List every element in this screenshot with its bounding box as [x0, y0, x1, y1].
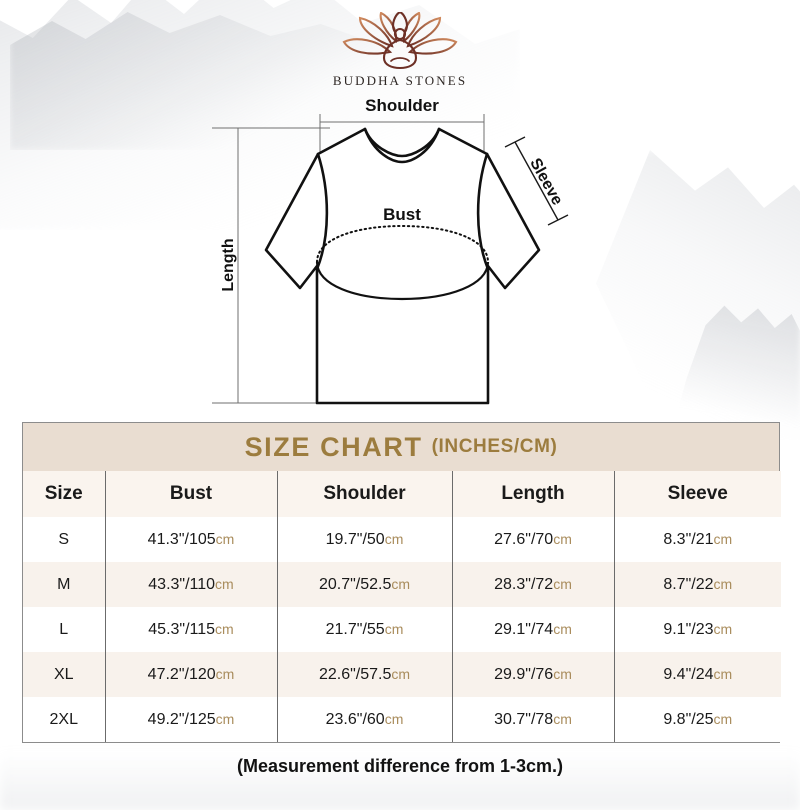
- unit: cm: [713, 710, 733, 727]
- column-header-size: Size: [23, 471, 105, 517]
- unit: cm: [713, 530, 733, 547]
- cell-bust: 49.2"/125cm: [104, 697, 277, 742]
- value: 23.6"/60: [325, 710, 385, 728]
- unit: cm: [553, 710, 572, 727]
- value: 8.7"/22: [663, 575, 714, 593]
- cell-shoulder: 22.6"/57.5cm: [276, 652, 452, 697]
- cell-length: 29.1"/74cm: [451, 607, 614, 652]
- cell-size: L: [23, 607, 105, 652]
- cell-size: XL: [23, 652, 105, 697]
- size-chart-table-container: SIZE CHART (INCHES/CM) Size Bust Shoulde…: [22, 422, 781, 743]
- column-header-length: Length: [451, 471, 614, 517]
- cell-bust: 43.3"/110cm: [104, 562, 277, 607]
- value: 49.2"/125: [147, 710, 216, 728]
- table-row: S 41.3"/105cm 19.7"/50cm 27.6"/70cm 8.3"…: [23, 517, 781, 562]
- cell-sleeve: 8.3"/21cm: [613, 517, 781, 562]
- cell-shoulder: 19.7"/50cm: [276, 517, 452, 562]
- value: 9.8"/25: [663, 710, 714, 728]
- size-chart-table: Size Bust Shoulder Length Sleeve S 41.3"…: [23, 471, 781, 742]
- unit: cm: [384, 530, 404, 547]
- value: 27.6"/70: [494, 530, 554, 548]
- unit: cm: [384, 710, 404, 727]
- value: 30.7"/78: [494, 710, 554, 728]
- cell-sleeve: 9.1"/23cm: [613, 607, 781, 652]
- unit: cm: [215, 710, 235, 727]
- lotus-meditation-icon: [342, 12, 458, 70]
- measurement-note: (Measurement difference from 1-3cm.): [236, 756, 564, 776]
- tshirt-outline: [264, 127, 541, 405]
- column-header-sleeve: Sleeve: [613, 471, 781, 517]
- value: 28.3"/72: [494, 575, 554, 593]
- value: 47.2"/120: [147, 665, 216, 683]
- unit: cm: [391, 665, 411, 682]
- table-row: M 43.3"/110cm 20.7"/52.5cm 28.3"/72cm 8.…: [23, 562, 781, 607]
- tshirt-measurement-diagram: Shoulder Sleeve Bust Length: [0, 92, 800, 418]
- unit: cm: [215, 665, 235, 682]
- unit: cm: [713, 665, 733, 682]
- value: 45.3"/115: [148, 620, 216, 638]
- value: 19.7"/50: [325, 530, 385, 548]
- length-label: Length: [220, 238, 237, 291]
- cell-sleeve: 9.8"/25cm: [613, 697, 781, 742]
- cell-sleeve: 9.4"/24cm: [613, 652, 781, 697]
- brand-header: BUDDHA STONES: [0, 12, 800, 89]
- unit: cm: [553, 530, 572, 547]
- cell-size: M: [23, 562, 105, 607]
- unit: cm: [384, 620, 404, 637]
- column-header-bust: Bust: [104, 471, 277, 517]
- column-header-shoulder: Shoulder: [276, 471, 452, 517]
- unit: cm: [553, 620, 572, 637]
- cell-shoulder: 20.7"/52.5cm: [276, 562, 452, 607]
- cell-bust: 47.2"/120cm: [104, 652, 277, 697]
- cell-size: 2XL: [23, 697, 105, 742]
- brand-name: BUDDHA STONES: [332, 73, 468, 88]
- value: 21.7"/55: [325, 620, 385, 638]
- cell-length: 27.6"/70cm: [451, 517, 614, 562]
- bust-label: Bust: [383, 205, 421, 224]
- shoulder-label: Shoulder: [365, 96, 439, 115]
- unit: cm: [713, 575, 733, 592]
- cell-length: 28.3"/72cm: [451, 562, 614, 607]
- value: 43.3"/110: [148, 575, 216, 593]
- cell-shoulder: 23.6"/60cm: [276, 697, 452, 742]
- value: 29.1"/74: [494, 620, 554, 638]
- table-header-row: Size Bust Shoulder Length Sleeve: [23, 471, 781, 517]
- table-row: L 45.3"/115cm 21.7"/55cm 29.1"/74cm 9.1"…: [23, 607, 781, 652]
- value: 9.1"/23: [663, 620, 714, 638]
- sleeve-label: Sleeve: [526, 156, 566, 209]
- unit: cm: [553, 575, 572, 592]
- unit: cm: [713, 620, 733, 637]
- value: 9.4"/24: [663, 665, 714, 683]
- cell-length: 30.7"/78cm: [451, 697, 614, 742]
- size-chart-title-bar: SIZE CHART (INCHES/CM): [23, 423, 779, 471]
- value: 22.6"/57.5: [318, 665, 392, 683]
- value: 20.7"/52.5: [318, 575, 392, 593]
- table-row: XL 47.2"/120cm 22.6"/57.5cm 29.9"/76cm 9…: [23, 652, 781, 697]
- cell-bust: 41.3"/105cm: [104, 517, 277, 562]
- cell-sleeve: 8.7"/22cm: [613, 562, 781, 607]
- size-chart-title: SIZE CHART: [244, 431, 423, 462]
- size-chart-units: (INCHES/CM): [431, 436, 558, 457]
- table-row: 2XL 49.2"/125cm 23.6"/60cm 30.7"/78cm 9.…: [23, 697, 781, 742]
- cell-length: 29.9"/76cm: [451, 652, 614, 697]
- value: 8.3"/21: [663, 530, 714, 548]
- unit: cm: [215, 530, 235, 547]
- cell-bust: 45.3"/115cm: [104, 607, 277, 652]
- value: 41.3"/105: [147, 530, 216, 548]
- value: 29.9"/76: [494, 665, 554, 683]
- unit: cm: [391, 575, 411, 592]
- unit: cm: [553, 665, 572, 682]
- cell-size: S: [23, 517, 105, 562]
- unit: cm: [215, 620, 234, 637]
- cell-shoulder: 21.7"/55cm: [276, 607, 452, 652]
- unit: cm: [215, 575, 234, 592]
